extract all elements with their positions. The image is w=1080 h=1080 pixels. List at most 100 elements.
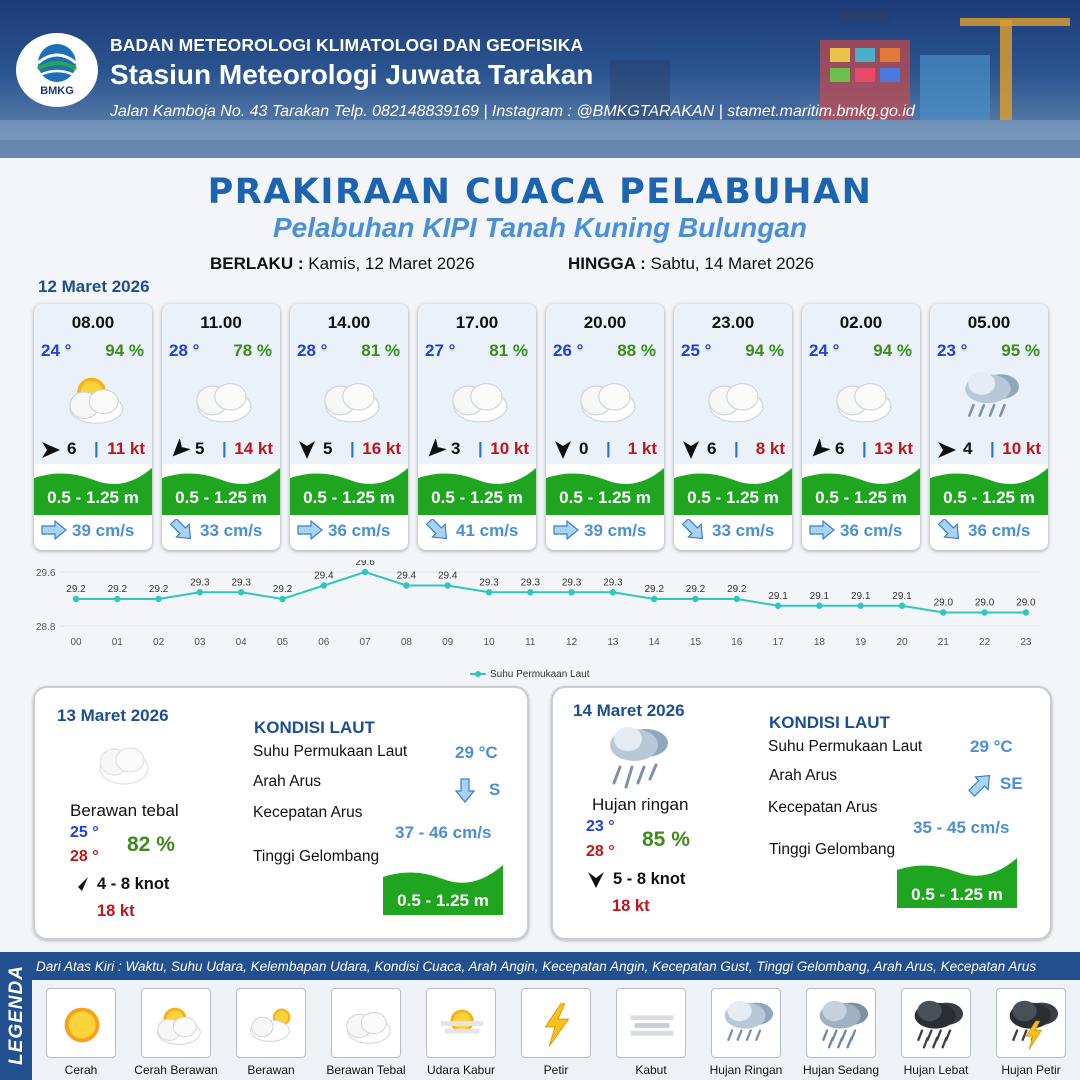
forecast-current: 39 cm/s — [584, 521, 647, 540]
forecast-humidity: 88 % — [617, 341, 656, 360]
forecast-gust: 16 kt — [362, 439, 401, 458]
berawan-tebal-icon — [314, 368, 386, 428]
page-subtitle: Pelabuhan KIPI Tanah Kuning Bulungan — [272, 212, 808, 243]
day3-sst-label: Suhu Permukaan Laut — [768, 738, 923, 755]
legend-label: Cerah — [64, 1063, 98, 1077]
wave-graphic — [930, 468, 1048, 515]
day3-temp-min: 23 ° — [586, 818, 615, 835]
sst-point — [361, 568, 369, 576]
card-top — [290, 304, 408, 464]
forecast-humidity: 94 % — [105, 341, 144, 360]
current-arrow-east-icon — [552, 519, 580, 541]
forecast-gust: 10 kt — [490, 439, 529, 458]
sst-data-label: 29.2 — [644, 584, 664, 595]
day2-wave-graphic — [383, 865, 503, 915]
wave-graphic — [546, 468, 664, 515]
sst-data-label: 29.2 — [273, 584, 293, 595]
day3-temp-max: 28 ° — [586, 843, 615, 860]
legend-swatch-dot — [475, 671, 481, 677]
sst-chart: 29.6 28.8 29.2 00 29.2 01 29.2 02 29.3 03 29.3 04 29… — [36, 560, 1040, 680]
x-tick-label: 01 — [112, 637, 124, 648]
wave-graphic — [802, 468, 920, 515]
bmkg-emblem-icon — [36, 44, 78, 82]
legend-label: Berawan Tebal — [326, 1063, 406, 1077]
forecast-humidity: 78 % — [233, 341, 272, 360]
forecast-wave: 0.5 - 1.25 m — [303, 488, 395, 507]
sst-data-label: 29.2 — [66, 584, 86, 595]
forecast-temp: 23 ° — [937, 341, 968, 360]
forecast-wind: 3 — [451, 439, 461, 458]
day2-temp-min: 25 ° — [70, 824, 99, 841]
day2-sst: 29 °C — [455, 743, 498, 762]
legend-label: Hujan Lebat — [903, 1063, 969, 1077]
udara-kabur-icon — [426, 988, 496, 1058]
legend-label: Hujan Petir — [1001, 1063, 1061, 1077]
card-top — [546, 304, 664, 464]
separator: | — [222, 439, 227, 458]
legend-label: Petir — [543, 1063, 569, 1077]
forecast-current: 39 cm/s — [72, 521, 135, 540]
sst-data-label: 29.3 — [231, 577, 251, 588]
day3-current-dir: SE — [1000, 774, 1023, 793]
wave-graphic — [674, 468, 792, 515]
sst-point — [692, 595, 699, 603]
legend-series-name: Suhu Permukaan Laut — [490, 669, 590, 680]
legend-label: Hujan Ringan — [709, 1063, 783, 1077]
sst-point — [568, 589, 575, 596]
forecast-wind: 6 — [67, 439, 77, 458]
sst-point — [196, 589, 204, 596]
forecast-humidity: 81 % — [361, 341, 400, 360]
forecast-time: 05.00 — [967, 313, 1011, 332]
sst-data-label: 29.3 — [190, 577, 210, 588]
day2-arrow-south-icon — [455, 778, 475, 803]
x-tick-label: 20 — [896, 637, 908, 648]
sst-data-label: 29.2 — [727, 584, 747, 595]
day3-arrow-south-icon — [588, 872, 604, 888]
hujan-petir-icon — [996, 988, 1066, 1058]
day2-sst-label: Suhu Permukaan Laut — [253, 743, 408, 760]
day3-weather-icon — [610, 727, 668, 789]
station-name: Stasiun Meteorologi Juwata Tarakan — [110, 59, 594, 90]
card-top — [802, 304, 920, 464]
forecast-humidity: 95 % — [1001, 341, 1040, 360]
x-tick-label: 18 — [814, 637, 826, 648]
sst-point — [238, 589, 245, 596]
sst-series-line — [76, 570, 1026, 614]
forecast-card: 14.00 28 ° 81 % 5 | 16 kt 0.5 - 1.25 m 3… — [290, 304, 408, 550]
sst-point — [114, 595, 121, 603]
sst-point — [155, 595, 162, 603]
hujan-lebat-icon — [901, 988, 971, 1058]
x-tick-label: 09 — [442, 637, 454, 648]
day2-condition: Berawan tebal — [70, 801, 179, 820]
wave-graphic — [34, 468, 152, 515]
forecast-wind: 5 — [323, 439, 333, 458]
day2-weather-icon — [99, 747, 149, 785]
forecast-card: 20.00 26 ° 88 % 0 | 1 kt 0.5 - 1.25 m 39… — [546, 304, 664, 550]
forecast-current: 33 cm/s — [200, 521, 263, 540]
sst-data-label: 29.1 — [810, 591, 830, 602]
page-title: PRAKIRAAN CUACA PELABUHAN — [207, 172, 873, 212]
sst-point — [403, 582, 410, 589]
berawan-tebal-icon — [826, 368, 898, 428]
card-top — [162, 304, 280, 464]
forecast-humidity: 94 % — [873, 341, 912, 360]
legend-label: Hujan Sedang — [802, 1063, 880, 1077]
sst-data-label: 29.4 — [438, 571, 458, 582]
x-tick-label: 19 — [855, 637, 867, 648]
day2-arrow-southwest-icon — [72, 877, 88, 893]
sst-point — [527, 589, 534, 596]
forecast-wave: 0.5 - 1.25 m — [943, 488, 1035, 507]
sst-data-label: 29.2 — [108, 584, 128, 595]
day3-arrow-southeast-icon — [968, 774, 991, 797]
berawan-tebal-icon — [186, 368, 258, 428]
day2-temp-max: 28 ° — [70, 848, 99, 865]
hujan-sedang-icon — [806, 988, 876, 1058]
wind-arrow-southwest-icon — [808, 437, 832, 461]
berawan-tebal-icon — [442, 368, 514, 428]
forecast-wave: 0.5 - 1.25 m — [687, 488, 779, 507]
x-tick-label: 05 — [277, 637, 289, 648]
legend-description: Dari Atas Kiri : Waktu, Suhu Udara, Kele… — [36, 959, 1037, 974]
forecast-time: 02.00 — [839, 313, 883, 332]
day2-current-dir: S — [489, 780, 501, 799]
forecast-gust: 10 kt — [1002, 439, 1041, 458]
